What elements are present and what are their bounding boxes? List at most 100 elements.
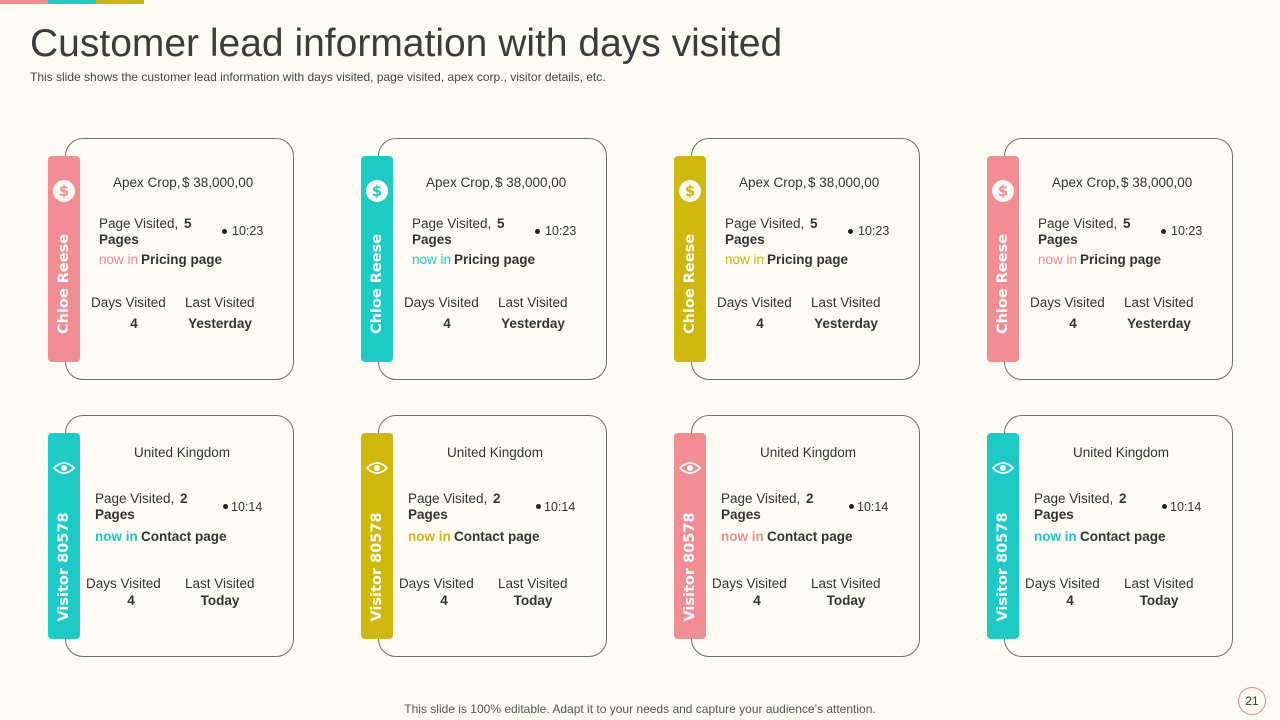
page-visited-label: Page Visited,: [721, 491, 801, 506]
time-dot-icon: [1161, 229, 1166, 234]
page-visited-label: Page Visited,: [1038, 216, 1118, 231]
card-frame: [65, 138, 294, 380]
name-strip: $ Chloe Reese: [361, 156, 393, 362]
days-visited-label: Days Visited: [1030, 295, 1105, 310]
days-visited-value: 4: [1066, 593, 1074, 608]
time-dot-icon: [223, 504, 228, 509]
now-in-label: now in: [721, 529, 764, 544]
visit-time: 10:23: [858, 224, 890, 238]
now-in-label: now in: [99, 252, 139, 267]
company-name: Apex Crop,: [739, 175, 807, 190]
now-in-label: now in: [1034, 529, 1077, 544]
lead-name: Chloe Reese: [56, 233, 72, 335]
visitor-id: Visitor 80578: [682, 512, 698, 622]
last-visited-label: Last Visited: [498, 295, 568, 310]
days-visited-value: 4: [753, 593, 761, 608]
visitor-strip: Visitor 80578: [48, 433, 80, 639]
time-dot-icon: [848, 229, 853, 234]
visit-time: 10:23: [1171, 224, 1203, 238]
visit-time: 10:14: [857, 500, 889, 514]
visit-time: 10:23: [232, 224, 264, 238]
top-accent-bar-pink: [0, 0, 48, 4]
pages-label: Pages: [725, 232, 765, 247]
days-visited-label: Days Visited: [399, 576, 474, 591]
days-visited-label: Days Visited: [86, 576, 161, 591]
pages-label: Pages: [99, 232, 139, 247]
lead-card-2: $ Chloe Reese Apex Crop, $ 38,000,00 Pag…: [361, 138, 607, 382]
name-strip: $ Chloe Reese: [674, 156, 706, 362]
lead-name: Chloe Reese: [369, 233, 385, 335]
current-page: Pricing page: [141, 252, 223, 267]
pages-label: Pages: [1038, 232, 1078, 247]
current-page: Contact page: [454, 529, 540, 544]
pages-label: Pages: [408, 507, 448, 522]
last-visited-label: Last Visited: [185, 295, 255, 310]
footer-note: This slide is 100% editable. Adapt it to…: [404, 702, 876, 716]
dollar-circle-icon: $: [53, 180, 75, 202]
lead-name: Chloe Reese: [995, 233, 1011, 335]
pages-label: Pages: [721, 507, 761, 522]
time-dot-icon: [535, 229, 540, 234]
days-visited-value: 4: [440, 593, 448, 608]
card-frame: [65, 415, 294, 657]
now-in-label: now in: [412, 252, 452, 267]
current-page: Pricing page: [767, 252, 849, 267]
page-visited-label: Page Visited,: [99, 216, 179, 231]
page-count: 5: [810, 216, 818, 231]
now-in-label: now in: [1038, 252, 1078, 267]
name-strip: $ Chloe Reese: [987, 156, 1019, 362]
visit-time: 10:14: [544, 500, 576, 514]
last-visited-value: Yesterday: [814, 316, 878, 331]
top-accent-bar-teal: [48, 0, 96, 4]
last-visited-value: Today: [200, 593, 240, 608]
current-page: Contact page: [767, 529, 853, 544]
days-visited-label: Days Visited: [717, 295, 792, 310]
page-count: 5: [497, 216, 505, 231]
visitor-strip: Visitor 80578: [674, 433, 706, 639]
visitor-card-1: Visitor 80578 United Kingdom Page Visite…: [48, 415, 294, 659]
lead-name: Chloe Reese: [682, 233, 698, 335]
current-page: Contact page: [141, 529, 227, 544]
page-count: 2: [493, 491, 501, 506]
days-visited-label: Days Visited: [91, 295, 166, 310]
current-page: Pricing page: [454, 252, 536, 267]
days-visited-value: 4: [127, 593, 135, 608]
page-visited-label: Page Visited,: [412, 216, 492, 231]
card-frame: [378, 138, 607, 380]
now-in-label: now in: [95, 529, 138, 544]
deal-amount: $ 38,000,00: [1121, 175, 1193, 190]
last-visited-label: Last Visited: [498, 576, 568, 591]
eye-icon: [992, 457, 1014, 479]
visitor-card-2: Visitor 80578 United Kingdom Page Visite…: [361, 415, 607, 659]
company-name: Apex Crop,: [1052, 175, 1120, 190]
last-visited-value: Yesterday: [1127, 316, 1191, 331]
page-count: 2: [806, 491, 814, 506]
page-visited-label: Page Visited,: [1034, 491, 1114, 506]
last-visited-value: Today: [1139, 593, 1179, 608]
last-visited-label: Last Visited: [811, 295, 881, 310]
visitor-location: United Kingdom: [133, 445, 231, 460]
visitor-strip: Visitor 80578: [361, 433, 393, 639]
page-count: 2: [180, 491, 188, 506]
visitor-id: Visitor 80578: [369, 512, 385, 622]
visitor-card-4: Visitor 80578 United Kingdom Page Visite…: [987, 415, 1233, 659]
page-visited-label: Page Visited,: [95, 491, 175, 506]
deal-amount: $ 38,000,00: [495, 175, 567, 190]
now-in-label: now in: [725, 252, 765, 267]
card-frame: [1004, 138, 1233, 380]
company-name: Apex Crop,: [426, 175, 494, 190]
visitor-card-3: Visitor 80578 United Kingdom Page Visite…: [674, 415, 920, 659]
card-frame: [1004, 415, 1233, 657]
days-visited-value: 4: [130, 316, 138, 331]
visitor-strip: Visitor 80578: [987, 433, 1019, 639]
lead-card-4: $ Chloe Reese Apex Crop, $ 38,000,00 Pag…: [987, 138, 1233, 382]
days-visited-label: Days Visited: [1025, 576, 1100, 591]
page-visited-label: Page Visited,: [725, 216, 805, 231]
time-dot-icon: [849, 504, 854, 509]
days-visited-value: 4: [443, 316, 451, 331]
pages-label: Pages: [1034, 507, 1074, 522]
days-visited-value: 4: [756, 316, 764, 331]
days-visited-label: Days Visited: [712, 576, 787, 591]
name-strip: $ Chloe Reese: [48, 156, 80, 362]
time-dot-icon: [222, 229, 227, 234]
